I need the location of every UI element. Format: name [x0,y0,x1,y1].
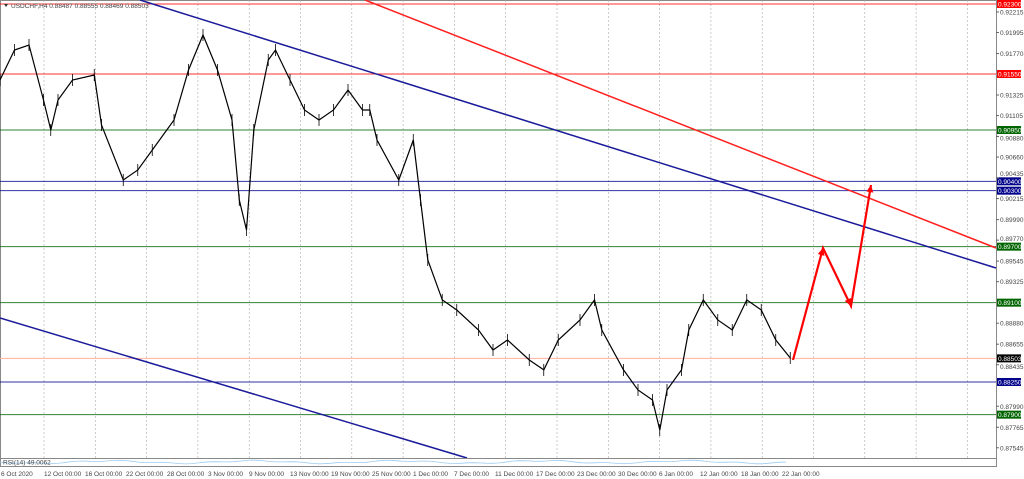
plot-area [0,0,997,459]
y-tick-label: 0.88435 [1000,364,1024,371]
y-tick-label: 0.87765 [1000,425,1024,432]
level-price-label: 0.89100 [998,300,1022,307]
x-tick-label: 22 Jan 00:00 [782,471,820,478]
arrowhead-icon [866,185,874,193]
y-tick-label: 0.91105 [1000,113,1023,120]
x-tick-label: 12 Oct 00:00 [44,471,82,478]
y-tick-label: 0.92215 [1000,10,1024,17]
arrowhead-icon [844,298,852,306]
y-tick-label: 0.89545 [1000,259,1024,266]
x-tick-label: 13 Nov 00:00 [290,471,329,478]
level-price-label: 0.87900 [998,412,1022,419]
x-tick-label: 19 Nov 00:00 [331,471,370,478]
x-tick-label: 1 Dec 00:00 [413,471,448,478]
level-price-tag [997,69,1021,78]
level-price-label: 0.90300 [998,188,1022,195]
rsi-label: RSI(14) 49.0062 [3,460,51,467]
level-price-label: 0.92300 [998,2,1022,9]
trendline-upper[interactable] [139,0,997,269]
x-tick-label: 22 Oct 00:00 [126,471,164,478]
x-tick-label: 11 Dec 00:00 [495,471,534,478]
y-tick-label: 0.91325 [1000,92,1024,99]
x-tick-label: 6 Oct 2020 [1,471,33,478]
level-price-label: 0.90400 [998,179,1022,186]
x-tick-label: 9 Nov 00:00 [249,471,284,478]
x-tick-label: 28 Oct 00:00 [167,471,205,478]
level-price-tag [997,298,1021,307]
trendline-red[interactable] [364,0,997,249]
level-price-tag [997,242,1021,251]
level-price-tag [997,410,1021,419]
y-tick-label: 0.87545 [1000,445,1024,452]
level-price-tag [997,186,1021,195]
y-tick-label: 0.90880 [1000,135,1024,142]
rsi-panel[interactable] [0,458,997,467]
level-price-tag [997,0,1021,8]
level-price-tag [997,377,1021,386]
chart-title: USDCHF,H4 0.88487 0.88555 0.88469 0.8850… [11,3,149,10]
x-tick-label: 30 Dec 00:00 [618,471,657,478]
x-tick-label: 16 Oct 00:00 [85,471,123,478]
y-tick-label: 0.89325 [1000,279,1024,286]
rsi-line [0,459,787,465]
x-tick-label: 17 Dec 00:00 [536,471,575,478]
level-price-label: 0.90950 [998,127,1022,134]
x-tick-label: 3 Nov 00:00 [208,471,243,478]
y-tick-label: 0.88655 [1000,342,1024,349]
forecast-arrow-path [791,184,873,361]
y-tick-label: 0.87990 [1000,404,1024,411]
current-price-label: 0.88503 [998,356,1022,363]
y-tick-label: 0.90215 [1000,196,1024,203]
level-price-tag [997,177,1021,186]
y-tick-label: 0.88880 [1000,321,1024,328]
y-tick-label: 0.89770 [1000,236,1024,243]
y-tick-label: 0.90435 [1000,171,1024,178]
y-tick-label: 0.91995 [1000,30,1024,37]
level-price-tag [997,125,1021,134]
y-tick-label: 0.91770 [1000,51,1024,58]
y-tick-label: 0.89990 [1000,217,1024,224]
arrowhead-icon [817,248,825,256]
x-tick-label: 6 Jan 00:00 [659,471,693,478]
trendline-lower[interactable] [0,317,468,459]
x-tick-label: 23 Dec 00:00 [577,471,616,478]
level-price-label: 0.91550 [998,71,1022,78]
x-tick-label: 12 Jan 00:00 [700,471,738,478]
y-tick-label: 0.90660 [1000,155,1024,162]
x-tick-label: 7 Dec 00:00 [454,471,489,478]
level-price-label: 0.88250 [998,379,1022,386]
current-price-tag [997,354,1021,363]
x-tick-label: 18 Jan 00:00 [741,471,779,478]
x-tick-label: 25 Nov 00:00 [372,471,411,478]
dropdown-triangle-icon[interactable] [4,4,8,7]
level-price-label: 0.89700 [998,244,1022,251]
